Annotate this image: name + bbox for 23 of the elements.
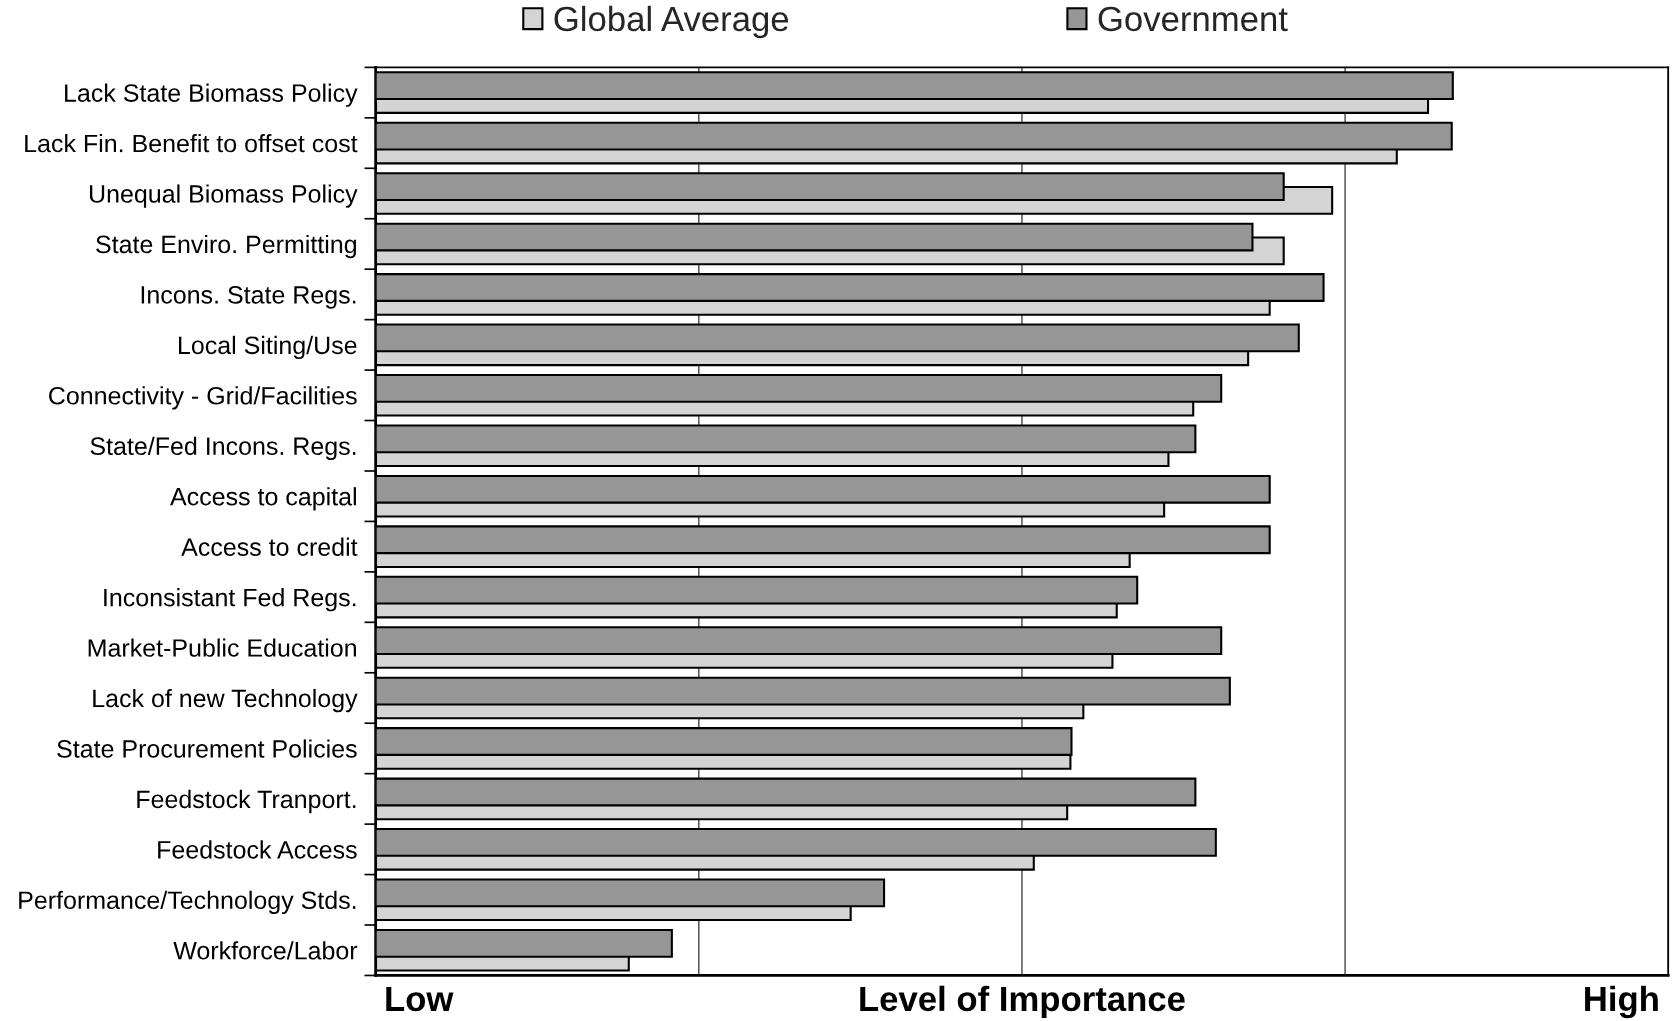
y-tick-label: Feedstock Tranport. xyxy=(137,789,356,814)
y-tick-label: Inconsistant Fed Regs. xyxy=(104,588,356,612)
y-tick-label: State/Fed Incons. Regs. xyxy=(90,436,356,460)
y-tick-label: Workforce/Labor xyxy=(173,941,358,960)
y-tick-label: Connectivity - Grid/Facilities xyxy=(49,386,357,410)
y-tick-label: Unequal Biomass Policy xyxy=(89,184,358,208)
text: High xyxy=(1585,985,1658,1019)
y-tick-label: State Enviro. Permitting xyxy=(96,234,356,259)
y-tick-label: Lack of new Technology xyxy=(93,688,358,713)
legend-label: Government xyxy=(1098,6,1288,32)
y-tick-label: Performance/Technology Stds. xyxy=(19,890,356,915)
y-tick-label: Feedstock Access xyxy=(158,840,357,859)
y-tick-label: Access to capital xyxy=(170,487,356,511)
text: Low xyxy=(386,986,454,1012)
y-tick-label: Incons. State Regs. xyxy=(141,286,356,309)
legend-label: Global Average xyxy=(554,5,789,39)
y-tick-label: Access to credit xyxy=(181,537,358,556)
y-tick-label: Lack Fin. Benefit to offset cost xyxy=(25,134,358,153)
y-tick-label: Market-Public Education xyxy=(88,638,356,657)
y-tick-label: Lack State Biomass Policy xyxy=(65,83,358,107)
y-tick-label: State Procurement Policies xyxy=(57,739,357,758)
x-axis-title: Level of Importance xyxy=(860,985,1185,1019)
y-tick-label: Local Siting/Use xyxy=(179,335,357,360)
